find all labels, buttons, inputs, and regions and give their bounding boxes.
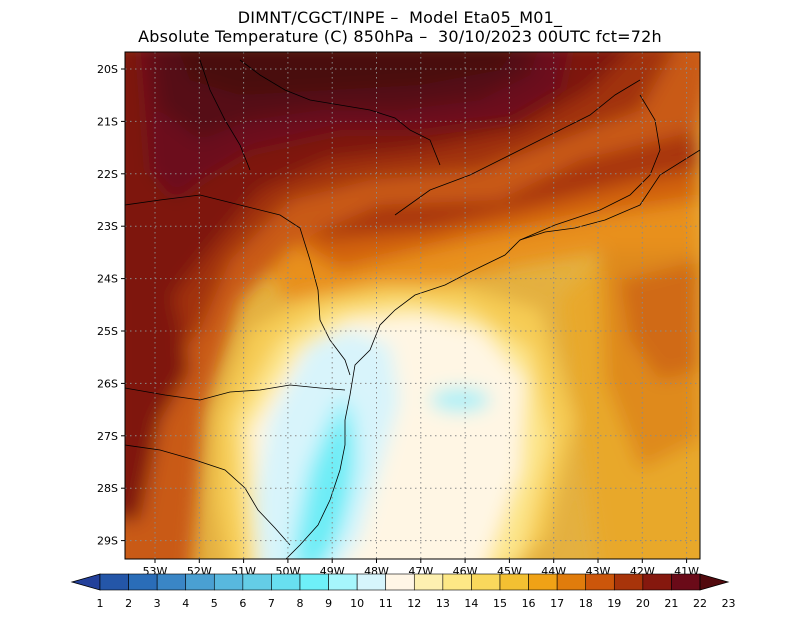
colorbar-label: 21 [664, 597, 678, 610]
colorbar-label: 6 [239, 597, 246, 610]
colorbar-swatch [413, 573, 444, 591]
lat-label: 29S [97, 535, 118, 548]
lat-label: 27S [97, 430, 118, 443]
graticule [125, 52, 700, 559]
colorbar-label: 19 [607, 597, 621, 610]
state-border-rio-de-janeiro [519, 94, 661, 241]
colorbar-swatch [613, 573, 644, 591]
colorbar-label: 1 [97, 597, 104, 610]
colorbar-label: 16 [522, 597, 536, 610]
colorbar-swatch [213, 573, 244, 591]
colorbar-arrow-low [70, 573, 101, 591]
colorbar-label: 15 [493, 597, 507, 610]
colorbar-labels: 1 2 3 4 5 6 7 8 9 10 11 12 13 14 15 16 17 18 19 20 21 22 23 [97, 597, 736, 610]
colorbar-swatch [128, 573, 158, 591]
latitude-labels: 20S 21S 22S 23S 24S 25S 26S 27S 28S 29S [97, 63, 118, 548]
colorbar-swatch [642, 573, 672, 591]
colorbar-swatch [271, 573, 301, 591]
colorbar-label: 7 [268, 597, 275, 610]
lat-label: 24S [97, 273, 118, 286]
state-border-santa-catarina [125, 384, 346, 401]
colorbar-label: 22 [693, 597, 707, 610]
colorbar-label: 13 [436, 597, 450, 610]
colorbar-label: 3 [154, 597, 161, 610]
axis-ticks [121, 68, 688, 563]
colorbar [70, 573, 730, 591]
colorbar-swatch [585, 573, 615, 591]
colorbar-swatch [185, 573, 215, 591]
colorbar-label: 12 [407, 597, 421, 610]
lat-label: 23S [97, 220, 118, 233]
colorbar-label: 20 [636, 597, 650, 610]
colorbar-swatch [528, 573, 558, 591]
river-parana [239, 59, 441, 166]
colorbar-swatch [556, 573, 587, 591]
lat-label: 22S [97, 168, 118, 181]
colorbar-swatch [299, 573, 329, 591]
colorbar-swatch [471, 573, 501, 591]
colorbar-label: 17 [550, 597, 564, 610]
colorbar-swatch [328, 573, 358, 591]
lat-label: 26S [97, 377, 118, 390]
colorbar-label: 5 [211, 597, 218, 610]
state-border-sao-paulo-minas [394, 79, 641, 216]
lat-label: 28S [97, 482, 118, 495]
map-title-line-1: DIMNT/CGCT/INPE – Model Eta05_M01_ [237, 8, 563, 27]
state-border-rio-grande-do-sul [125, 444, 291, 546]
colorbar-label: 11 [379, 597, 393, 610]
colorbar-swatch [671, 573, 701, 591]
map-frame [124, 51, 701, 560]
colorbar-swatch [442, 573, 472, 591]
colorbar-swatch [385, 573, 415, 591]
map-title-line-2: Absolute Temperature (C) 850hPa – 30/10/… [138, 27, 662, 46]
colorbar-swatch [356, 573, 387, 591]
colorbar-swatch [156, 573, 187, 591]
colorbar-label: 4 [182, 597, 189, 610]
colorbar-label: 9 [325, 597, 332, 610]
lat-label: 25S [97, 325, 118, 338]
colorbar-label: 23 [722, 597, 736, 610]
lat-label: 21S [97, 115, 118, 128]
colorbar-label: 10 [350, 597, 364, 610]
colorbar-swatch [99, 573, 129, 591]
colorbar-swatch [499, 573, 529, 591]
coastline [285, 149, 700, 559]
temperature-field [125, 52, 700, 559]
colorbar-arrow-high [699, 573, 730, 591]
colorbar-swatch [242, 573, 272, 591]
coastlines-and-borders [125, 59, 700, 559]
colorbar-label: 18 [579, 597, 593, 610]
lat-label: 20S [97, 63, 118, 76]
colorbar-label: 14 [464, 597, 478, 610]
colorbar-label: 8 [297, 597, 304, 610]
colorbar-label: 2 [125, 597, 132, 610]
